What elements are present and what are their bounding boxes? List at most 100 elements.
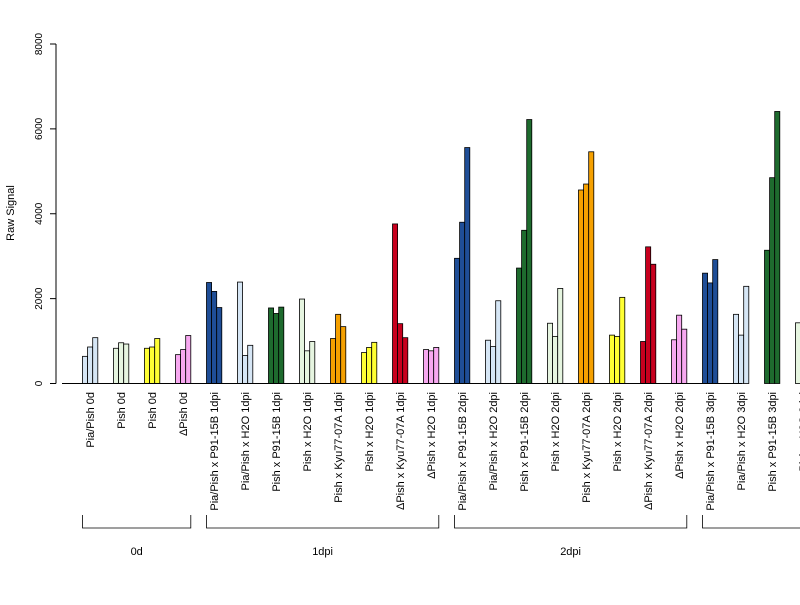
bar — [336, 314, 341, 383]
y-tick-label: 2000 — [34, 287, 45, 310]
bar — [393, 224, 398, 384]
bar — [615, 336, 620, 383]
bar — [310, 341, 315, 383]
y-tick-label: 8000 — [34, 32, 45, 55]
bar — [434, 347, 439, 383]
bar — [119, 343, 124, 384]
bar — [398, 324, 403, 384]
bar — [269, 308, 274, 384]
bar — [646, 247, 651, 384]
bar — [739, 335, 744, 383]
bar — [775, 111, 780, 383]
bar — [150, 347, 155, 384]
bar — [558, 288, 563, 383]
category-label: Pish x H2O 2dpi — [612, 392, 624, 471]
bar — [486, 340, 491, 383]
category-label: Pia/Pish x H2O 1dpi — [240, 392, 252, 490]
bar — [522, 230, 527, 383]
group-label: 1dpi — [312, 546, 333, 558]
category-label: ΔPish 0d — [178, 392, 190, 436]
y-axis: 0 2000 4000 6000 8000 — [34, 32, 56, 386]
group-bracket — [207, 515, 439, 528]
bar — [341, 327, 346, 384]
bar — [367, 347, 372, 383]
category-label: Pia/Pish x P91-15B 1dpi — [209, 392, 221, 511]
group-bracket — [83, 515, 191, 528]
bar — [155, 339, 160, 384]
bar — [708, 283, 713, 384]
bar — [207, 283, 212, 384]
bar — [527, 120, 532, 384]
category-label: ΔPish x Kyu77-07A 1dpi — [395, 392, 407, 510]
bar — [248, 345, 253, 383]
category-label: Pia/Pish x P91-15B 3dpi — [705, 392, 717, 511]
bar — [548, 323, 553, 383]
bar — [744, 286, 749, 383]
category-label: Pish x P91-15B 3dpi — [767, 392, 779, 492]
bar — [677, 315, 682, 383]
group-bracket — [455, 515, 687, 528]
y-tick-label: 4000 — [34, 202, 45, 225]
bar — [274, 313, 279, 383]
bars — [83, 74, 800, 384]
bar — [455, 258, 460, 383]
category-label: Pia/Pish 0d — [85, 392, 97, 448]
bar — [429, 351, 434, 384]
bar — [305, 351, 310, 384]
bar — [770, 178, 775, 384]
category-label: Pia/Pish x H2O 2dpi — [488, 392, 500, 490]
category-label: Pish x P91-15B 2dpi — [519, 392, 531, 492]
group-label: 2dpi — [560, 546, 581, 558]
bar — [517, 268, 522, 383]
bar — [212, 291, 217, 383]
bar — [331, 339, 336, 384]
bar — [651, 264, 656, 383]
bar — [124, 344, 129, 383]
bar — [620, 297, 625, 383]
bar — [734, 314, 739, 383]
bar — [186, 336, 191, 384]
y-axis-title: Raw Signal — [5, 185, 17, 241]
category-label: ΔPish x H2O 2dpi — [674, 392, 686, 479]
category-label: Pish x H2O 1dpi — [302, 392, 314, 471]
bar — [465, 148, 470, 384]
bar — [176, 355, 181, 384]
bar — [279, 307, 284, 383]
bar — [238, 282, 243, 383]
bar — [403, 338, 408, 384]
bar — [88, 347, 93, 384]
bar — [243, 355, 248, 383]
bar — [682, 329, 687, 383]
bar — [610, 335, 615, 383]
bar — [703, 273, 708, 383]
bar — [584, 184, 589, 383]
bar — [713, 260, 718, 384]
bar — [491, 347, 496, 384]
bar — [83, 356, 88, 383]
bar — [372, 342, 377, 383]
category-label: Pia/Pish x P91-15B 2dpi — [457, 392, 469, 511]
group-brackets: 0d1dpi2dpi3dpi5dpi — [83, 515, 800, 558]
bar — [672, 340, 677, 384]
bar — [796, 323, 800, 384]
category-label: Pish x H2O 2dpi — [550, 392, 562, 471]
bar — [362, 353, 367, 384]
category-label: Pish x P91-15B 1dpi — [271, 392, 283, 492]
bar — [217, 308, 222, 384]
y-tick-label: 0 — [34, 380, 45, 386]
category-label: Pia/Pish x H2O 3dpi — [736, 392, 748, 490]
category-label: Pish 0d — [116, 392, 128, 429]
bar — [553, 336, 558, 383]
bar — [765, 250, 770, 383]
category-label: Pish x Kyu77-07A 1dpi — [333, 392, 345, 503]
y-tick-label: 6000 — [34, 117, 45, 140]
bar — [424, 350, 429, 384]
category-label: Pish x H2O 1dpi — [364, 392, 376, 471]
bar — [579, 190, 584, 384]
bar — [460, 222, 465, 383]
bar — [496, 301, 501, 384]
bar — [145, 348, 150, 383]
